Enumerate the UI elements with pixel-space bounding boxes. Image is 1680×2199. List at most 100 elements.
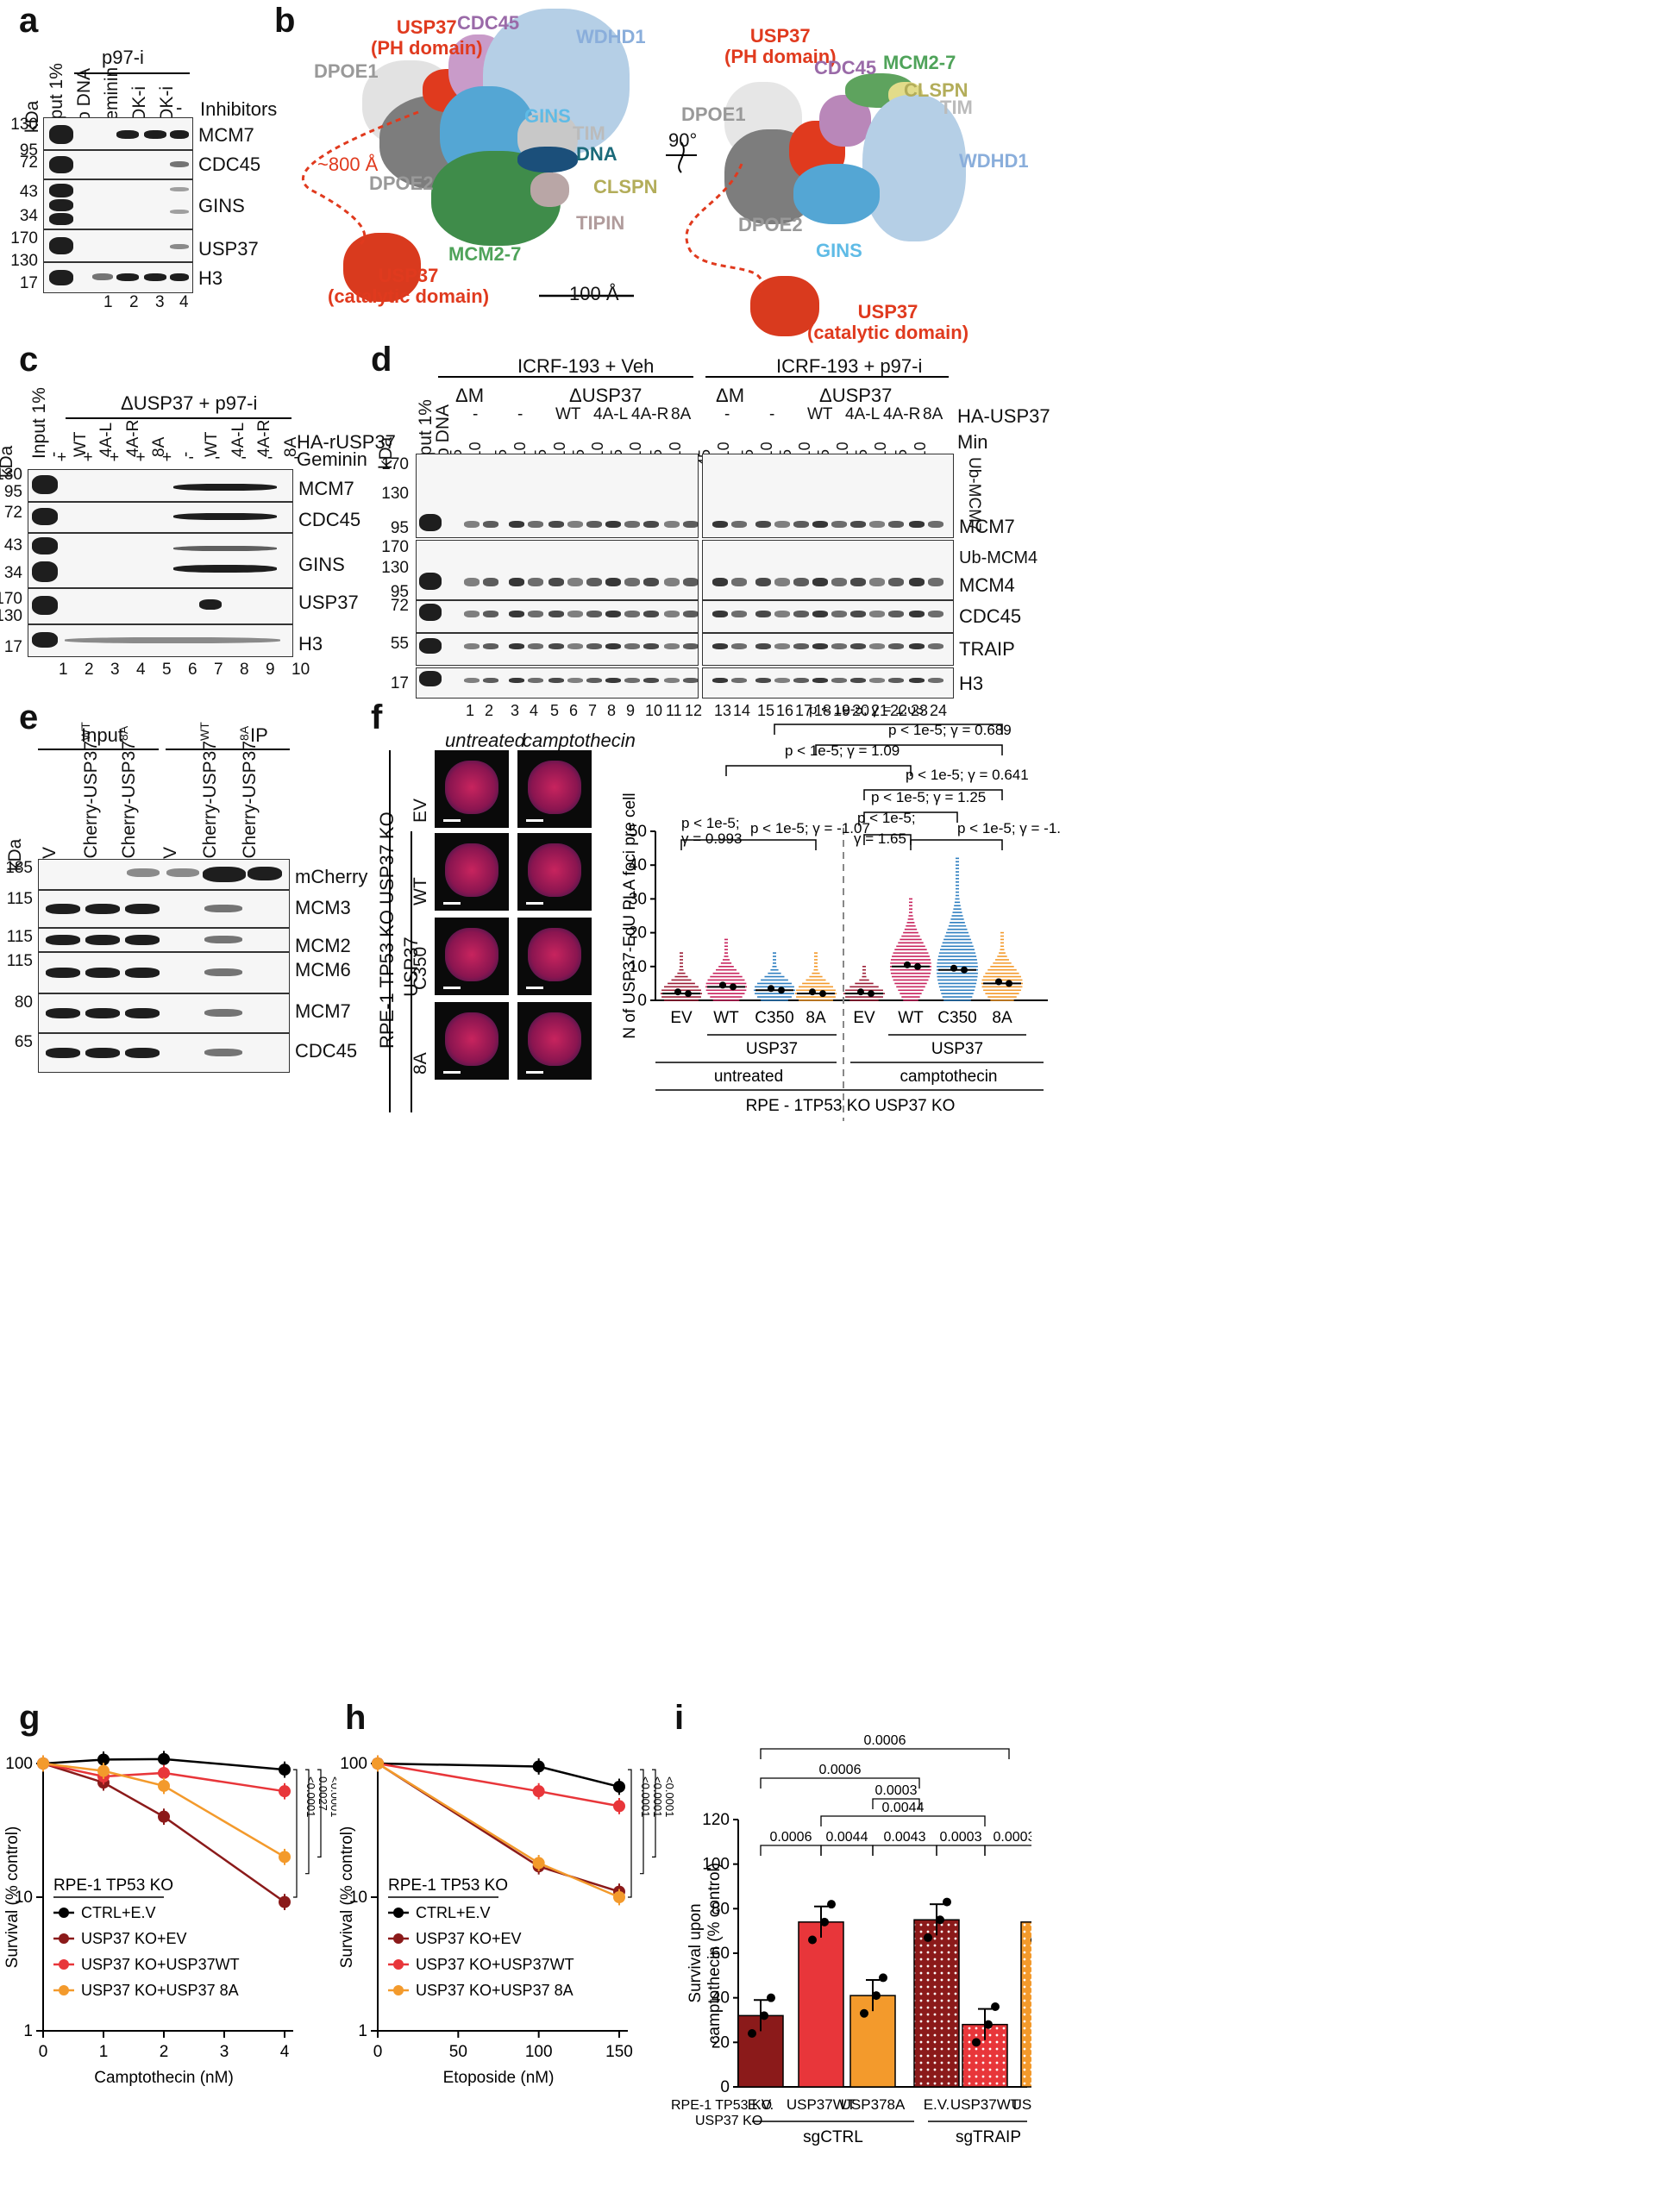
c-num-2: 2 [85, 661, 94, 679]
e-mw: 115 [6, 890, 33, 908]
c-header-line [66, 417, 291, 419]
d-band [683, 521, 699, 528]
b-dpoe2-label-right: DPOE2 [738, 214, 803, 235]
f-scalebar [443, 987, 461, 989]
e-label-mcm3: MCM3 [295, 897, 351, 918]
d-dm-1: ΔM [455, 385, 485, 406]
i-ytick-label: 20 [711, 2033, 730, 2052]
f-col-camptothecin: camptothecin [523, 730, 636, 751]
c-gem-3: + [110, 448, 120, 467]
c-gem-6: - [188, 448, 194, 467]
a-label-usp37: USP37 [198, 238, 259, 260]
d-band [605, 611, 621, 617]
c-geminin-label: Geminin [297, 448, 367, 470]
d-num-3: 3 [511, 702, 520, 719]
g-chart-series-1 [42, 1762, 285, 1903]
b-gins-label-left: GINS [524, 105, 571, 127]
c-mw-43: 43 [3, 536, 22, 554]
panel-b-label: b [274, 2, 296, 40]
f-ytick-label: 30 [629, 890, 647, 908]
d-input-band-cdc45 [419, 604, 442, 621]
f-dot [809, 988, 816, 996]
g-chart-xtick-label: 3 [220, 2043, 229, 2061]
f-bracket [863, 811, 958, 823]
d-band [549, 643, 564, 649]
i-bracket [760, 1845, 822, 1856]
d-band [624, 578, 640, 586]
d-band [928, 643, 943, 649]
i-bracket [820, 1815, 986, 1826]
e-band [46, 1048, 80, 1058]
d-num-4: 4 [530, 702, 539, 719]
f-ytick-label: 0 [637, 992, 647, 1010]
e-band [46, 1008, 80, 1018]
i-bracket [872, 1798, 920, 1809]
a-mw-43: 43 [19, 183, 38, 201]
i-point [936, 1915, 944, 1925]
e-lane-sup: 8A [116, 725, 130, 741]
d-band [528, 611, 543, 617]
i-pval: 0.0044 [826, 1830, 868, 1845]
d-num-13: 13 [714, 702, 732, 719]
f-dot [674, 988, 681, 996]
panel-i-label: i [674, 1699, 685, 1737]
d-band [793, 678, 809, 683]
i-rowlabel-2: USP37 KO [695, 2114, 762, 2128]
d-band [812, 678, 828, 683]
d-band [793, 578, 809, 586]
d-band [928, 578, 943, 586]
d-band [624, 521, 640, 528]
b-mcm-label-right: MCM2-7 [883, 52, 956, 73]
h-chart-point [372, 1757, 384, 1770]
f-stat: p < 1e-5; [857, 810, 916, 826]
d-num-9: 9 [626, 702, 636, 719]
d-band [755, 678, 771, 683]
c-mw-170: 170 [0, 590, 22, 608]
c-label-h3: H3 [298, 633, 323, 655]
d-min-label: Min [957, 431, 988, 453]
e-input-line [38, 749, 159, 750]
d-band [909, 611, 925, 617]
f-usp37-line [411, 831, 412, 1112]
d-band [567, 611, 583, 617]
g-chart-series-0 [42, 1757, 285, 1771]
d-band [850, 578, 866, 586]
d-ha-a-4: 4A-L [593, 405, 629, 423]
i-cat-3: USP378A [841, 2096, 906, 2113]
e-blot-mcm6 [38, 952, 290, 993]
d-band [624, 611, 640, 617]
g-chart-series-2 [42, 1762, 285, 1793]
d-band [755, 521, 771, 528]
d-band [567, 643, 583, 649]
d-band [528, 678, 543, 683]
d-band [774, 643, 790, 649]
i-group-1: sgCTRL [803, 2128, 863, 2146]
e-band [204, 1009, 242, 1017]
f-ytick-label: 50 [629, 823, 647, 841]
h-chart-point [613, 1780, 625, 1793]
f-nucleus [528, 928, 581, 981]
e-lane-6: mCherry-USP378A [237, 726, 260, 874]
d-band [888, 643, 904, 649]
f-stat: p < 1e-5; γ = -1.00 [957, 820, 1061, 836]
d-band [643, 643, 659, 649]
d-mw-130: 130 [381, 485, 409, 503]
d-band [812, 521, 828, 528]
d-band [643, 611, 659, 617]
h-chart-ytick-label: 10 [349, 1889, 367, 1907]
f-dot [819, 990, 826, 998]
d-band [812, 611, 828, 617]
e-ip-line [166, 749, 290, 750]
f-xcat-8: 8A [992, 1009, 1012, 1027]
b-mcm-label-left: MCM2-7 [448, 243, 522, 265]
d-input-band-mcm4 [419, 573, 442, 590]
h-chart-legend-2: USP37 KO+USP37WT [416, 1956, 574, 1973]
f-ytick-label: 20 [629, 924, 647, 943]
d-band [774, 521, 790, 528]
e-label-mcherry: mCherry [295, 866, 368, 887]
e-band [85, 968, 120, 978]
h-chart-ytick-label: 1 [358, 2022, 367, 2040]
d-band [483, 643, 498, 649]
f-stat: p < 1e-5; [681, 815, 740, 831]
g-chart-legend-0: CTRL+E.V [81, 1904, 156, 1921]
